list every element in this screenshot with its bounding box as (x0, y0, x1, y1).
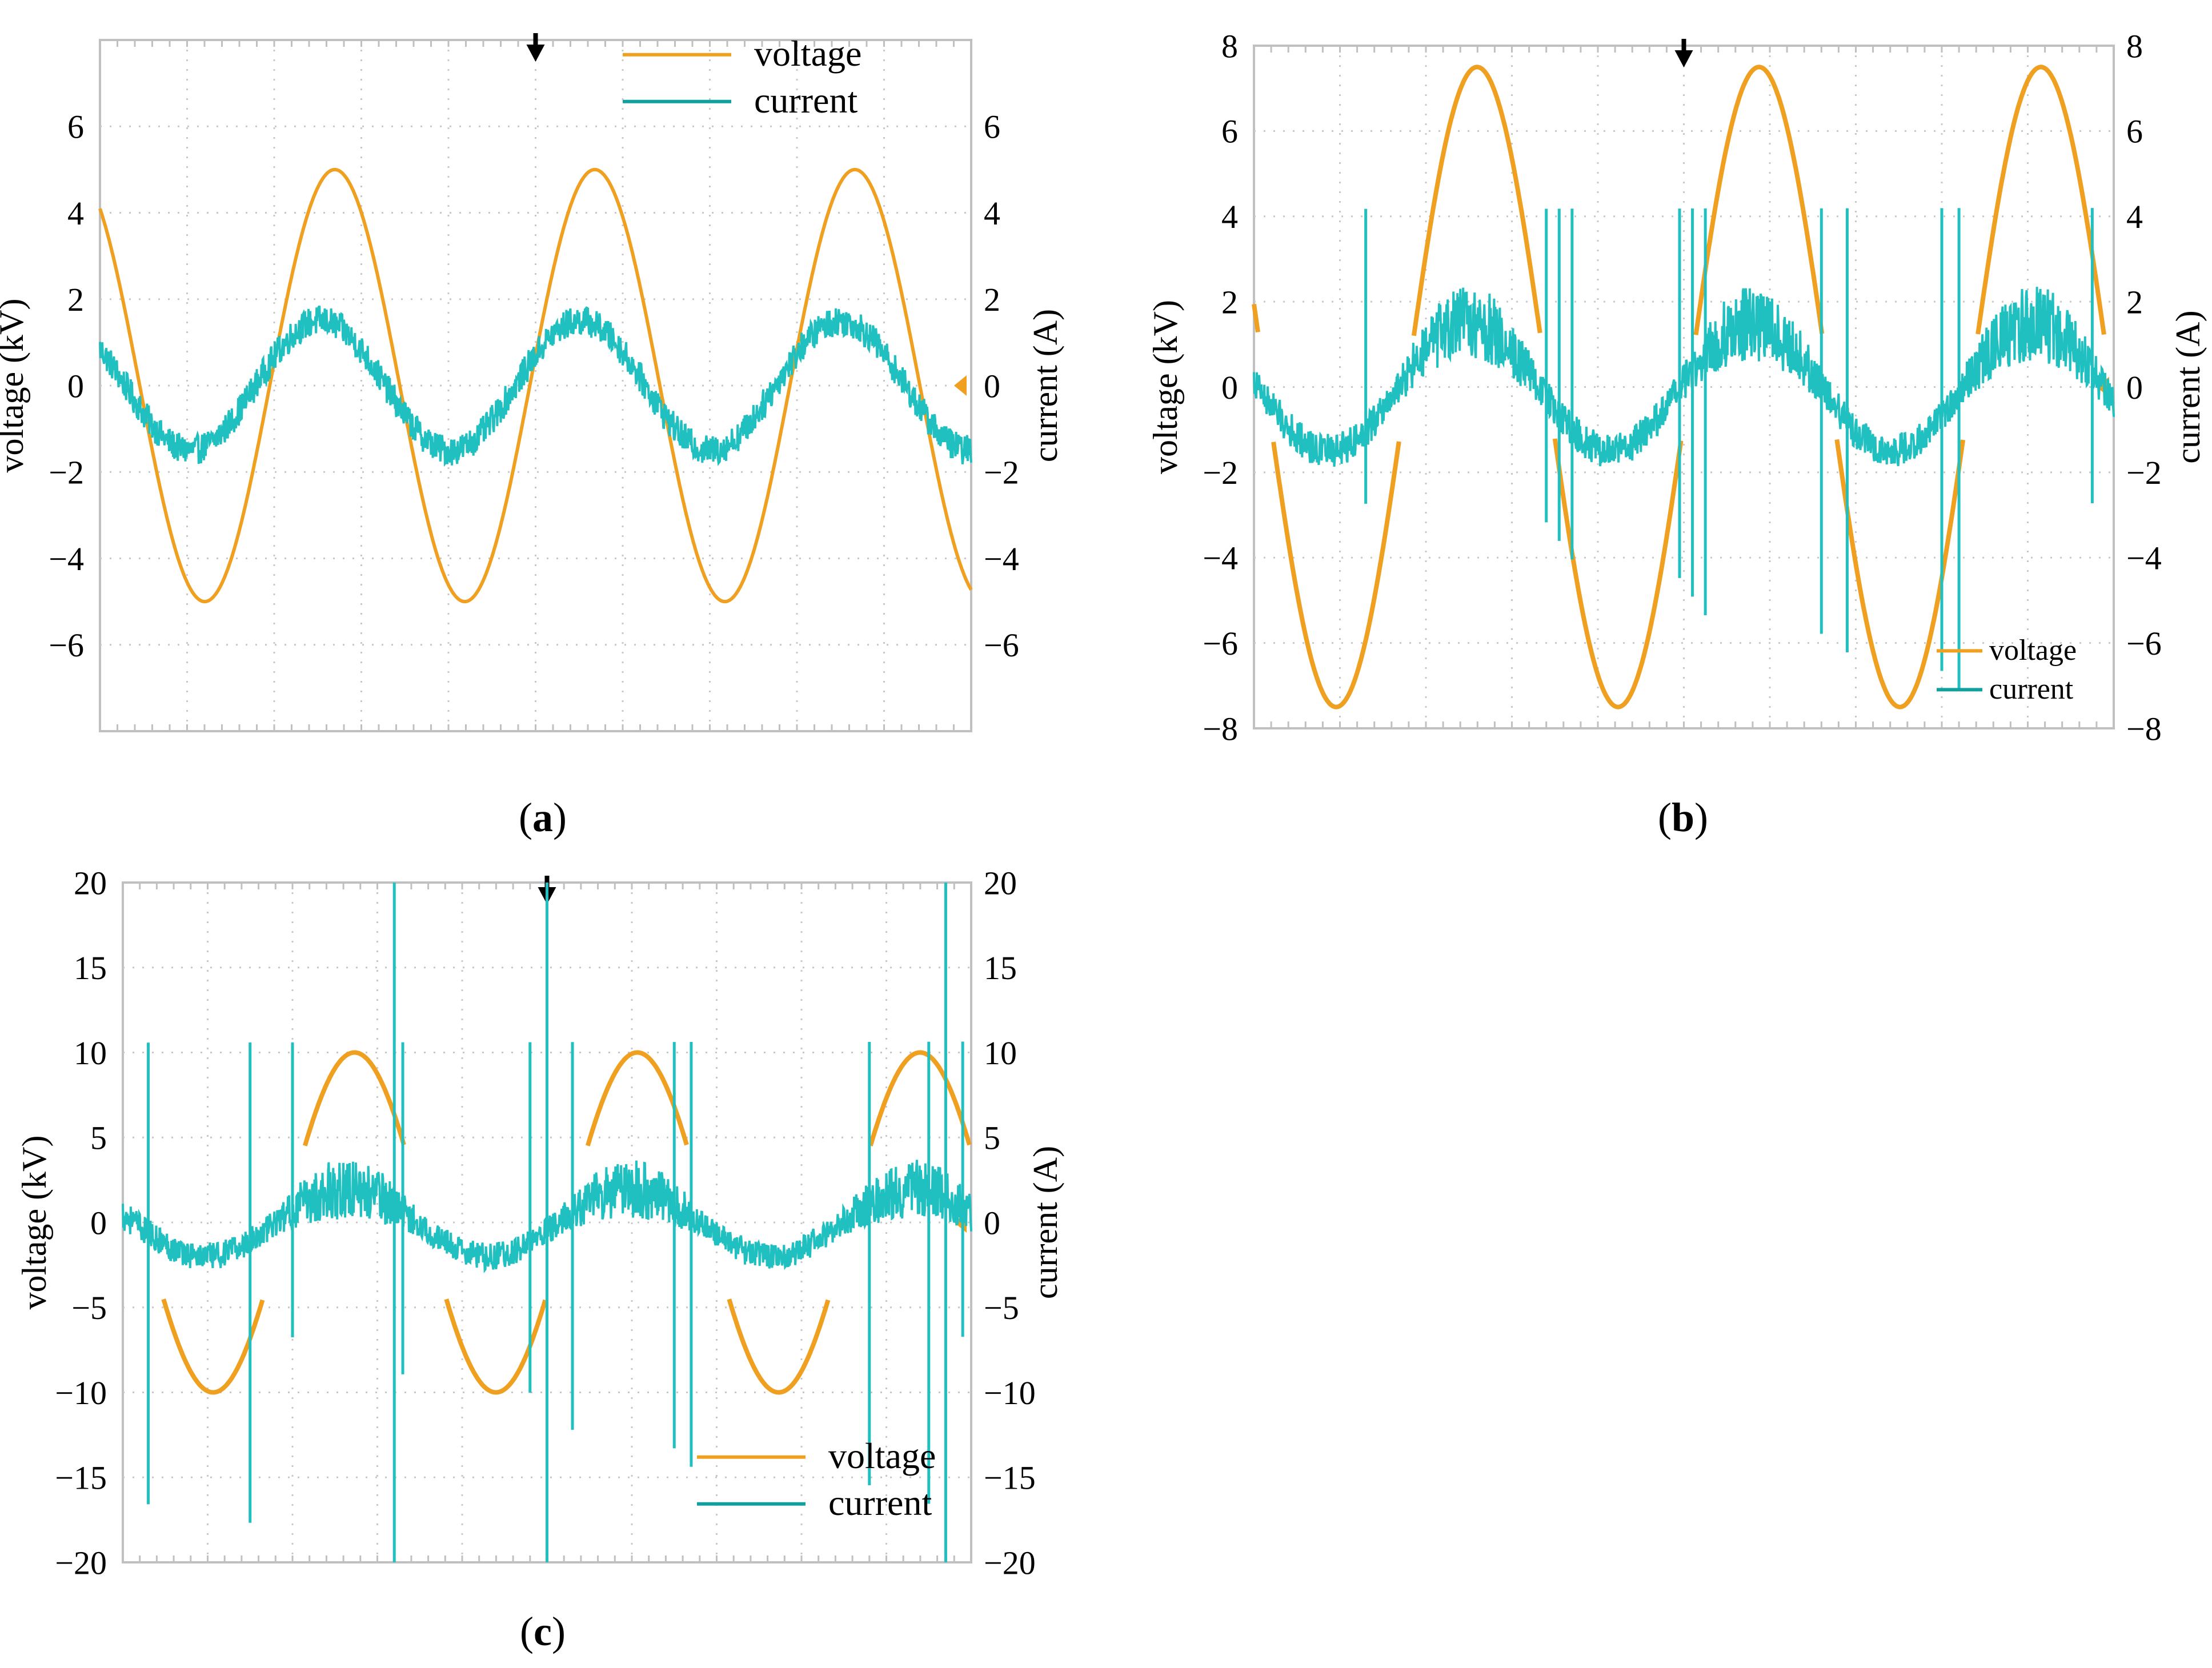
ytick-label-left: 20 (74, 864, 107, 901)
y-axis-label-left: voltage (kV) (15, 1136, 53, 1310)
legend-label-current: current (1989, 673, 2074, 705)
caption-letter-a: a (532, 795, 553, 840)
legend-label-voltage: voltage (1989, 634, 2077, 667)
ytick-label-right: 0 (2126, 369, 2143, 406)
ytick-label-right: −20 (984, 1544, 1036, 1581)
y-axis-label-left: voltage (kV) (1147, 300, 1184, 474)
caption-letter-b: b (1672, 795, 1694, 840)
ytick-label-right: 2 (2126, 283, 2143, 320)
ytick-label-left: −15 (55, 1460, 107, 1497)
legend: voltage current (697, 1436, 936, 1523)
ytick-label-left: −6 (1203, 625, 1238, 662)
ytick-label-right: 4 (2126, 198, 2143, 235)
minor-ticks (1270, 46, 2098, 728)
y-axis-label-right: current (A) (1027, 1146, 1064, 1299)
ytick-label-right: 10 (984, 1035, 1017, 1072)
ytick-label-left: −10 (55, 1374, 107, 1412)
ytick-label-right: 2 (984, 281, 1000, 318)
minor-ticks (139, 883, 955, 1562)
legend: voltage current (623, 33, 861, 121)
ytick-label-left: −2 (1203, 454, 1238, 491)
ytick-label-right: 5 (984, 1120, 1000, 1157)
ytick-label-left: 4 (1221, 198, 1238, 235)
legend-label-voltage: voltage (828, 1436, 936, 1476)
ytick-label-right: 0 (984, 1204, 1000, 1241)
series-voltage-line (1252, 65, 2106, 709)
ytick-label-right: −10 (984, 1374, 1036, 1412)
zero-level-marker-icon (954, 375, 967, 396)
ytick-label-left: −2 (49, 454, 84, 491)
caption-c: (c) (520, 1609, 566, 1654)
ytick-label-left: 0 (67, 367, 84, 404)
ytick-label-right: 15 (984, 949, 1017, 987)
ytick-label-left: 15 (74, 949, 107, 987)
ytick-label-right: 20 (984, 864, 1017, 901)
ytick-label-right: 4 (984, 195, 1000, 232)
trigger-marker-icon (1674, 39, 1693, 67)
legend: voltage current (1937, 634, 2077, 705)
minor-ticks (117, 40, 955, 731)
ytick-label-left: −5 (71, 1289, 107, 1326)
ytick-label-left: 0 (90, 1204, 107, 1241)
ytick-label-right: −2 (2126, 454, 2162, 491)
ytick-label-right: 6 (2126, 113, 2143, 150)
ytick-label-right: −6 (2126, 625, 2162, 662)
ytick-label-left: 0 (1221, 369, 1238, 406)
ytick-label-left: 2 (1221, 283, 1238, 320)
y-axis-label-right: current (A) (2169, 310, 2207, 463)
ytick-label-left: 4 (67, 195, 84, 232)
chart-panel-a: −6 −4 −2 0 2 4 6 −6 −4 −2 0 2 4 6 voltage (kV) current … (0, 33, 1064, 732)
ytick-label-left: 10 (74, 1035, 107, 1072)
ytick-label-right: −2 (984, 454, 1019, 491)
ytick-label-left: −8 (1203, 710, 1238, 747)
series-current-line (99, 305, 972, 467)
caption-letter-c: c (534, 1609, 552, 1654)
chart-panel-c: −20 −15 −10 −5 0 5 10 15 20 −20 −15 −10 −5 0 5 10 15 20 vo… (15, 864, 1064, 1581)
ytick-label-right: −4 (2126, 540, 2162, 577)
legend-label-voltage: voltage (754, 33, 861, 74)
ytick-label-right: −4 (984, 540, 1019, 578)
trigger-marker-icon (526, 33, 545, 62)
ytick-label-right: −8 (2126, 710, 2162, 747)
y-axis-label-right: current (A) (1027, 309, 1064, 462)
ytick-label-left: 6 (1221, 113, 1238, 150)
ytick-label-right: −6 (984, 627, 1019, 664)
ytick-label-left: −20 (55, 1544, 107, 1581)
ytick-label-left: −4 (49, 540, 84, 578)
caption-a: (a) (519, 795, 567, 840)
chart-panel-b: −8 −6 −4 −2 0 2 4 6 8 −8 −6 −4 −2 0 2 4 6 8 voltage (kV) cu… (1147, 27, 2207, 747)
ytick-label-right: 8 (2126, 27, 2143, 65)
ytick-label-left: 6 (67, 109, 84, 146)
caption-b: (b) (1658, 795, 1708, 840)
legend-label-current: current (754, 80, 857, 121)
ytick-label-left: 8 (1221, 27, 1238, 65)
series-voltage-line (161, 1050, 972, 1395)
ytick-label-right: 6 (984, 109, 1000, 146)
ytick-label-left: 2 (67, 281, 84, 318)
y-axis-label-left: voltage (kV) (0, 299, 30, 473)
ytick-label-left: 5 (90, 1120, 107, 1157)
legend-label-current: current (828, 1482, 932, 1523)
series-current-line (1253, 287, 2115, 467)
ytick-label-left: −4 (1203, 540, 1238, 577)
ytick-label-right: 0 (984, 367, 1000, 404)
ytick-label-right: −5 (984, 1289, 1019, 1326)
ytick-label-left: −6 (49, 627, 84, 664)
plot-frame (99, 39, 972, 732)
ytick-label-right: −15 (984, 1460, 1036, 1497)
